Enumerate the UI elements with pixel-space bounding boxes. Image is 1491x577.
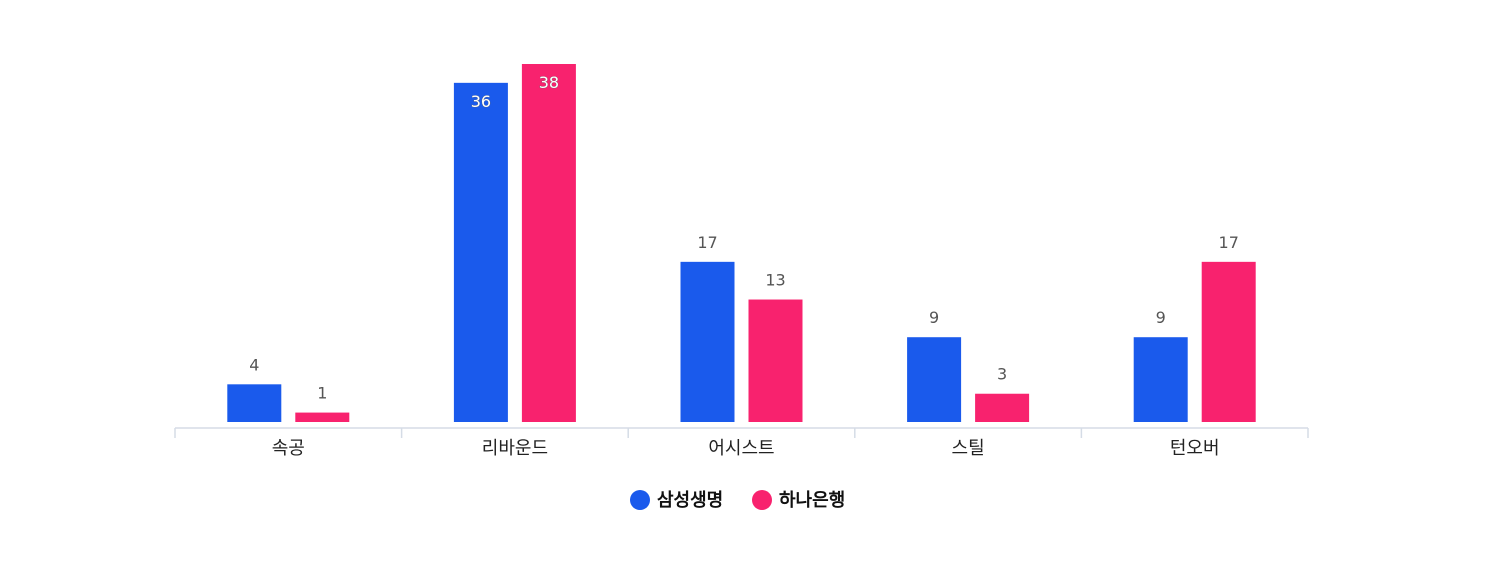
bar-series2 <box>521 64 576 422</box>
value-labels-group: 4 1 36 38 17 13 9 3 9 17 <box>249 73 1239 403</box>
data-label: 4 <box>249 355 259 374</box>
data-label: 3 <box>997 365 1007 384</box>
data-label: 36 <box>471 92 491 111</box>
data-label: 1 <box>317 384 327 403</box>
bar-series1 <box>907 337 962 422</box>
legend-marker-icon <box>630 490 650 510</box>
data-label: 9 <box>929 308 939 327</box>
bar-series1 <box>227 384 282 422</box>
x-tick-label: 스틸 <box>952 438 985 459</box>
bar-series1 <box>453 82 508 422</box>
data-label: 38 <box>539 73 559 92</box>
data-label: 9 <box>1156 308 1166 327</box>
data-label: 17 <box>1219 233 1239 252</box>
bar-series2 <box>748 299 803 422</box>
category-labels-group: 속공 리바운드 어시스트 스틸 턴오버 <box>272 438 1220 459</box>
bar-series2 <box>975 393 1030 422</box>
x-tick-label: 어시스트 <box>708 438 774 459</box>
legend: 삼성생명 하나은행 <box>630 490 845 511</box>
bar-series1 <box>1133 337 1188 422</box>
data-label: 13 <box>765 271 785 290</box>
bar-series1 <box>680 261 735 422</box>
legend-label: 하나은행 <box>779 490 845 511</box>
x-tick-label: 리바운드 <box>482 438 548 459</box>
data-label: 17 <box>697 233 717 252</box>
x-tick-label: 속공 <box>272 438 305 459</box>
x-tick-label: 턴오버 <box>1170 438 1220 459</box>
x-axis <box>174 427 1309 438</box>
legend-label: 삼성생명 <box>657 490 723 511</box>
bar-series2 <box>295 412 350 422</box>
legend-marker-icon <box>752 490 772 510</box>
bars-group <box>227 64 1256 422</box>
bar-series2 <box>1201 261 1256 422</box>
